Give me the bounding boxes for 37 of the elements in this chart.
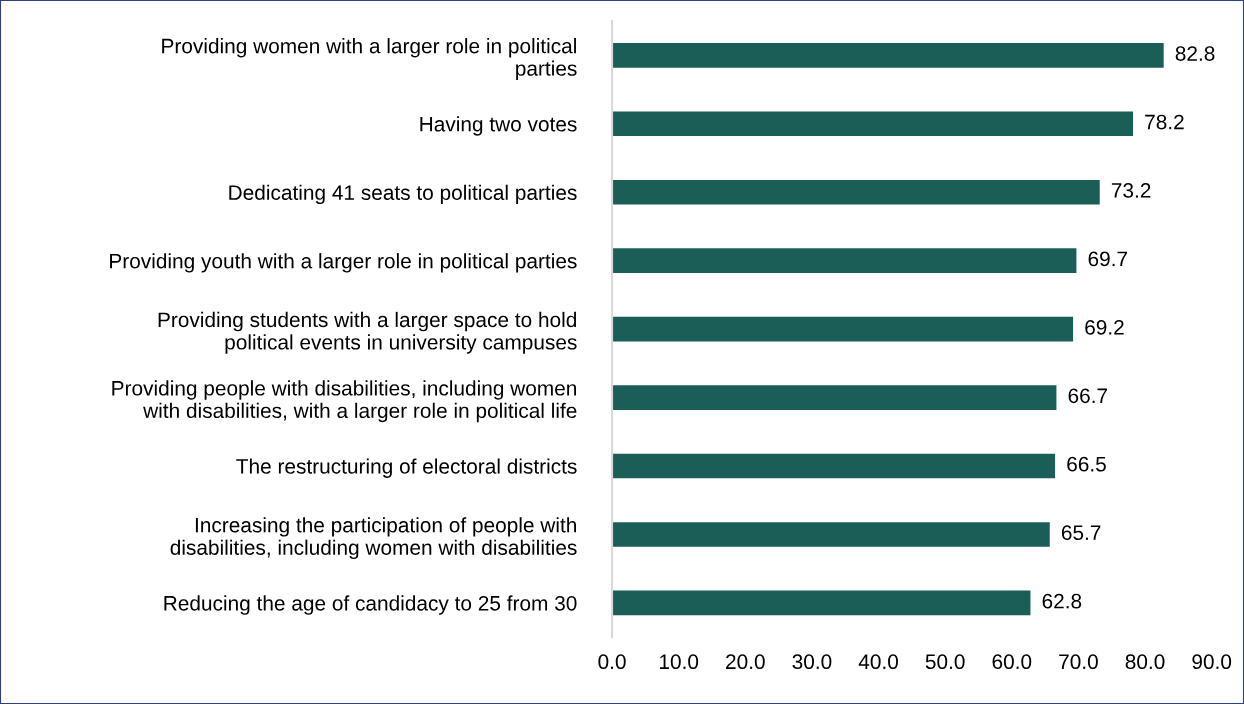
y-tick-label: The restructuring of electoral districts <box>236 458 577 478</box>
bar <box>612 111 1134 137</box>
y-tick-label: Increasing the participation of people with disabilities, including women with disabilities <box>170 517 577 560</box>
data-label: 66.7 <box>1068 388 1108 404</box>
y-tick-label: Providing students with a larger space to hold political events in university campuses <box>158 311 577 354</box>
data-label: 69.7 <box>1088 251 1128 267</box>
x-tick-label: 20.0 <box>726 654 765 670</box>
data-label: 78.2 <box>1145 114 1184 130</box>
bar <box>612 453 1056 479</box>
data-label: 73.2 <box>1111 183 1151 198</box>
y-tick-label: Providing youth with a larger role in political parties <box>110 253 577 273</box>
bar <box>612 179 1100 205</box>
x-tick-label: 70.0 <box>1059 654 1098 670</box>
data-label: 62.8 <box>1042 593 1082 609</box>
bar <box>612 248 1077 273</box>
x-tick-label: 10.0 <box>659 654 699 670</box>
y-tick-label: Providing people with disabilities, including women with disabilities, with a larger role in political life <box>112 380 577 423</box>
data-label: 82.8 <box>1175 46 1215 61</box>
x-tick-label: 50.0 <box>925 654 965 670</box>
x-tick-label: 90.0 <box>1192 654 1232 670</box>
bar <box>612 316 1074 342</box>
y-tick-label: Dedicating 41 seats to political parties <box>229 184 577 205</box>
data-label: 66.5 <box>1067 456 1106 472</box>
bar <box>612 385 1057 410</box>
x-tick-label: 40.0 <box>858 654 898 670</box>
bar <box>612 522 1050 547</box>
x-tick-label: 30.0 <box>792 654 832 670</box>
x-tick-label: 60.0 <box>992 654 1032 670</box>
data-label: 65.7 <box>1061 525 1101 541</box>
y-tick-label: Having two votes <box>420 116 577 136</box>
data-label: 69.2 <box>1085 319 1124 335</box>
bar <box>612 590 1031 616</box>
x-tick-label: 80.0 <box>1125 654 1165 670</box>
y-tick-label: Reducing the age of candidacy to 25 from 30 <box>164 595 577 615</box>
x-tick-label: 0.0 <box>598 654 626 670</box>
bar <box>612 43 1164 68</box>
y-tick-label: Providing women with a larger role in political parties <box>162 38 577 80</box>
